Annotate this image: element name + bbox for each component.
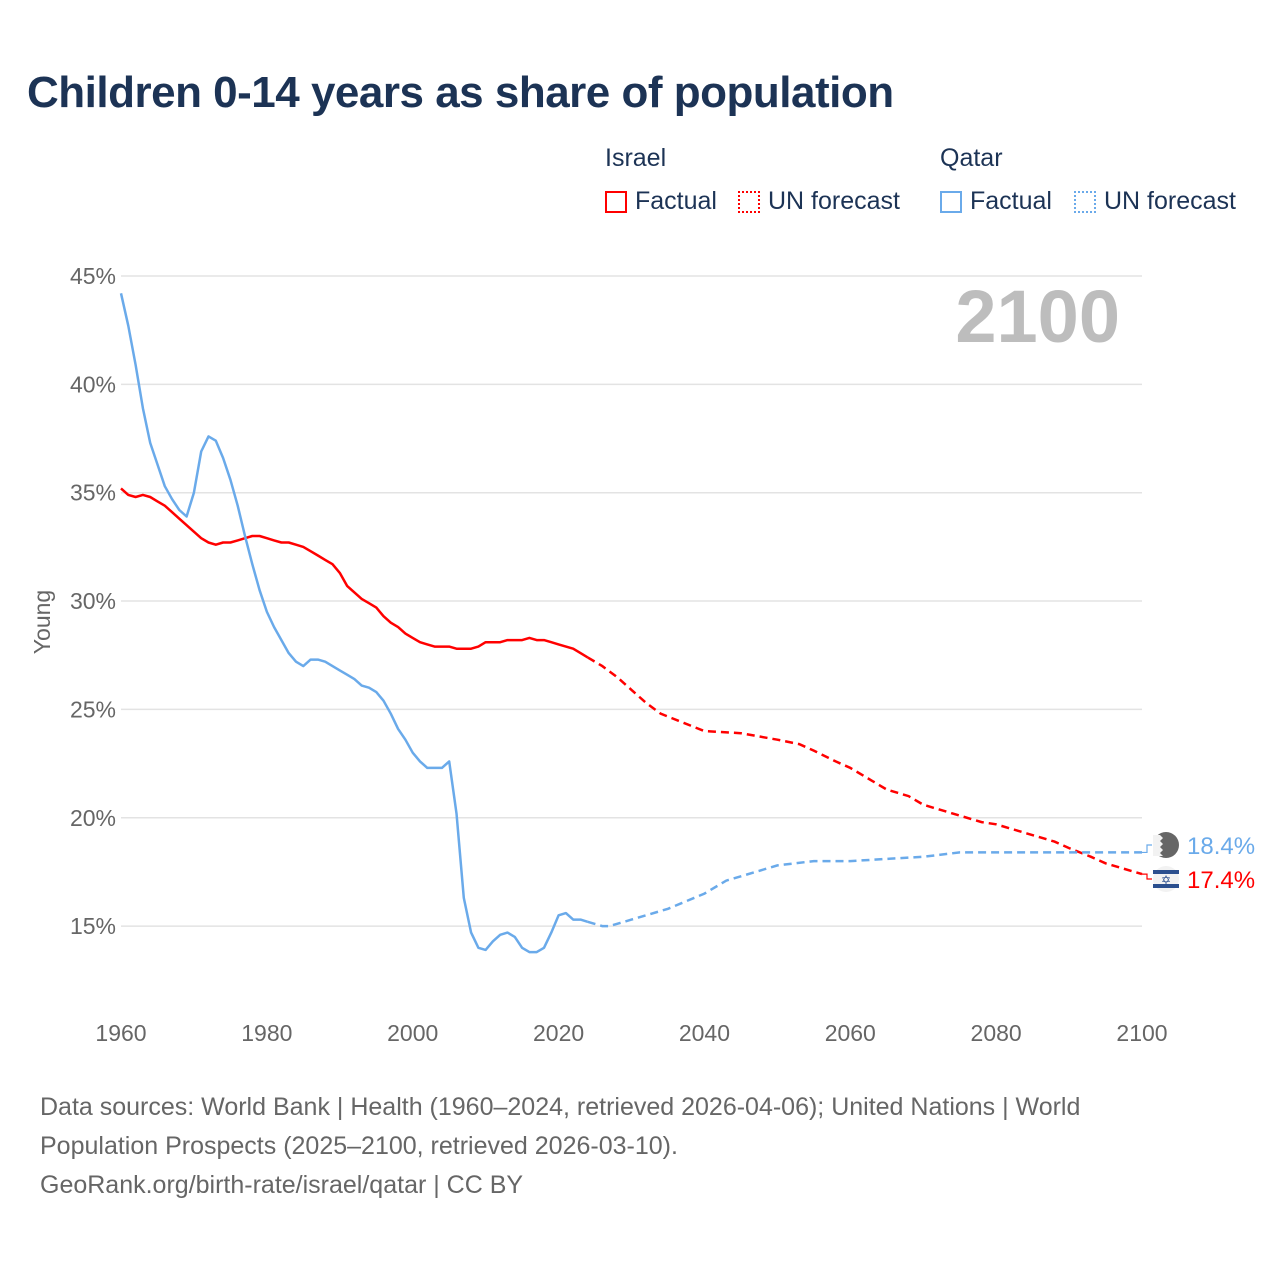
- legend-qatar-forecast[interactable]: UN forecast: [1074, 187, 1236, 216]
- chart-plot: 15% 20% 25% 30% 35% 40% 45% 1960 1980 2000 2020 204…: [29, 263, 1255, 1046]
- end-connector: [1142, 844, 1152, 854]
- y-tick-label: 15%: [70, 913, 116, 939]
- footer-line: Data sources: World Bank | Health (1960–…: [40, 1093, 1081, 1121]
- y-tick-label: 45%: [70, 263, 116, 289]
- y-tick-label: 40%: [70, 371, 116, 397]
- legend-swatch-dotted: [1074, 190, 1096, 213]
- footer-sources: Data sources: World Bank | Health (1960–…: [40, 1088, 1220, 1205]
- line-qatar-forecast: [587, 851, 1142, 928]
- x-tick-label: 2060: [825, 1020, 876, 1046]
- legend-label: UN forecast: [768, 187, 900, 215]
- legend-swatch-solid: [940, 190, 962, 213]
- footer-link[interactable]: GeoRank.org/birth-rate/israel/qatar | CC…: [40, 1171, 524, 1199]
- x-tick-label: 2100: [1116, 1020, 1167, 1046]
- star-of-david: ✡: [1161, 873, 1171, 887]
- legend-swatch-solid: [605, 190, 627, 213]
- end-value-label: 18.4%: [1187, 833, 1255, 860]
- legend-group-label: Qatar: [940, 144, 1003, 172]
- x-tick-label: 2000: [387, 1020, 438, 1046]
- israel-flag-icon: ✡: [1153, 866, 1179, 892]
- legend-label: Factual: [970, 187, 1052, 215]
- end-connector: [1142, 873, 1152, 880]
- legend-label: UN forecast: [1104, 187, 1236, 215]
- flag-serrated-band: [1153, 835, 1163, 856]
- y-axis-label: Young: [29, 590, 55, 654]
- y-tick-label: 35%: [70, 480, 116, 506]
- legend-israel: Israel: [605, 144, 666, 173]
- y-tick-label: 20%: [70, 805, 116, 831]
- flag-stripe: [1153, 870, 1179, 874]
- x-tick-label: 1980: [241, 1020, 292, 1046]
- legend-qatar-factual[interactable]: Factual: [940, 187, 1052, 216]
- legend-label: Factual: [635, 187, 717, 215]
- y-tick-label: 25%: [70, 696, 116, 722]
- chart-title: Children 0-14 years as share of populati…: [27, 68, 894, 117]
- legend-qatar: Qatar: [940, 144, 1003, 173]
- x-tick-label: 2080: [971, 1020, 1022, 1046]
- x-tick-label: 1960: [95, 1020, 146, 1046]
- line-qatar-factual: [119, 293, 589, 954]
- end-value-label: 17.4%: [1187, 867, 1255, 894]
- line-israel-factual: [120, 487, 589, 659]
- footer-line: Population Prospects (2025–2100, retriev…: [40, 1132, 678, 1160]
- flag-stripe: [1153, 884, 1179, 888]
- legend-group-label: Israel: [605, 144, 667, 172]
- legend-israel-forecast[interactable]: UN forecast: [738, 187, 900, 216]
- legend-israel-factual[interactable]: Factual: [605, 187, 717, 216]
- y-tick-label: 30%: [70, 588, 116, 614]
- line-israel-forecast: [587, 656, 1143, 876]
- x-tick-label: 2040: [679, 1020, 730, 1046]
- legend-swatch-dotted: [738, 190, 760, 213]
- x-tick-label: 2020: [533, 1020, 584, 1046]
- year-display: 2100: [955, 275, 1120, 358]
- qatar-flag-icon: [1153, 832, 1179, 858]
